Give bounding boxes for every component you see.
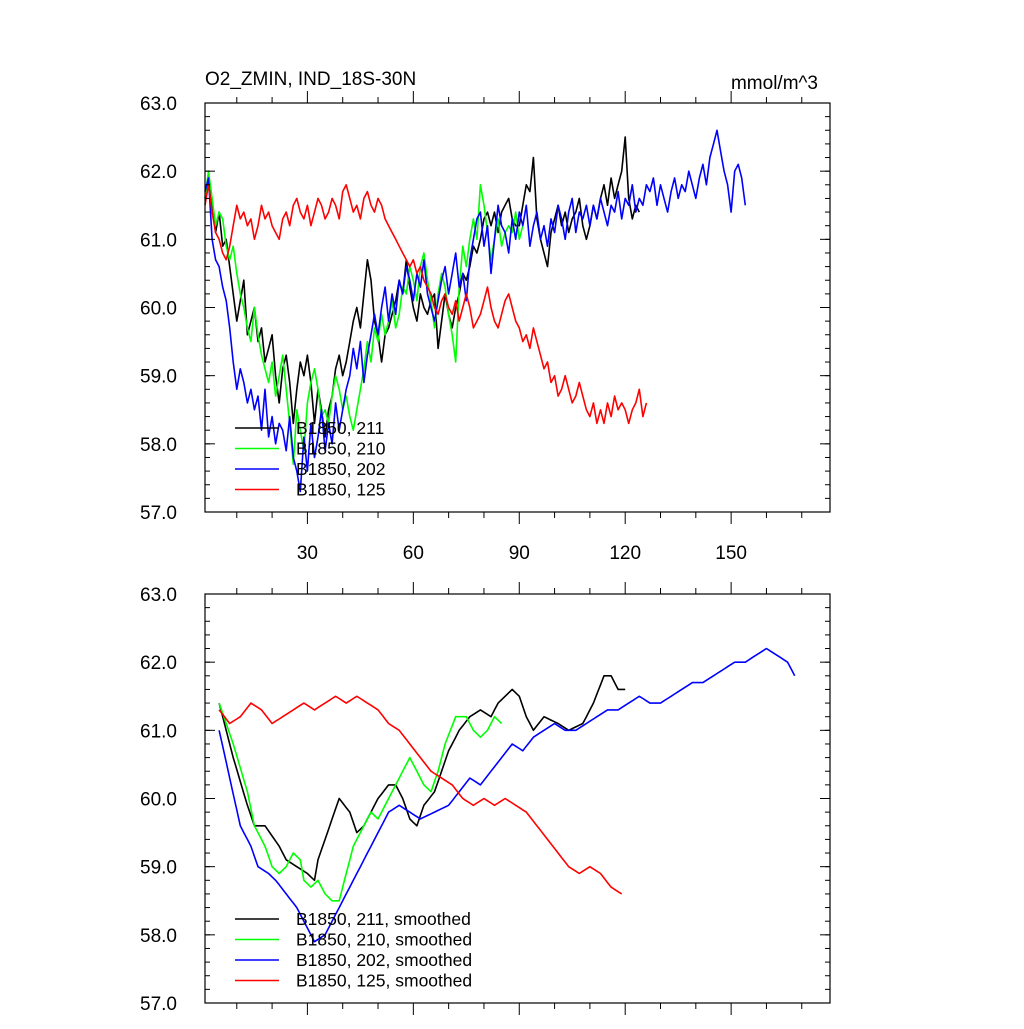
legend-label-3: B1850, 125 bbox=[296, 480, 386, 500]
series-line-2 bbox=[204, 129, 747, 493]
series-group bbox=[218, 647, 796, 943]
x-tick-label: 150 bbox=[715, 543, 747, 564]
y-tick-label: 62.0 bbox=[140, 162, 177, 183]
y-tick-label: 59.0 bbox=[140, 367, 177, 388]
y-tick-label: 60.0 bbox=[140, 299, 177, 320]
legend-label-1: B1850, 210 bbox=[296, 439, 386, 459]
chart-title: O2_ZMIN, IND_18S-30N bbox=[205, 69, 416, 90]
y-tick-label: 58.0 bbox=[140, 926, 177, 947]
legend-label-2: B1850, 202, smoothed bbox=[296, 950, 472, 970]
legend-label-0: B1850, 211, smoothed bbox=[296, 909, 471, 929]
axes-group: 57.0 58.0 59.0 60.0 61.0 62.0 63.0 30 60 90 120 150 bbox=[140, 91, 831, 564]
legend-label-2: B1850, 202 bbox=[296, 459, 386, 479]
y-tick-label: 63.0 bbox=[140, 94, 177, 115]
legend-label-1: B1850, 210, smoothed bbox=[296, 930, 472, 950]
legend-label-0: B1850, 211 bbox=[296, 418, 384, 438]
y-tick-label: 63.0 bbox=[140, 585, 177, 606]
legend-label-3: B1850, 125, smoothed bbox=[296, 971, 472, 991]
x-tick-label: 90 bbox=[509, 543, 530, 564]
y-tick-label: 57.0 bbox=[140, 994, 177, 1015]
x-tick-label: 30 bbox=[297, 543, 318, 564]
axes-group: 57.0 58.0 59.0 60.0 61.0 62.0 63.0 bbox=[140, 582, 831, 1015]
series-line-2 bbox=[218, 647, 796, 943]
series-line-3 bbox=[218, 695, 623, 895]
y-tick-label: 62.0 bbox=[140, 653, 177, 674]
series-line-0 bbox=[218, 675, 626, 882]
y-tick-label: 58.0 bbox=[140, 435, 177, 456]
series-line-1 bbox=[218, 702, 503, 902]
bottom-panel: 57.0 58.0 59.0 60.0 61.0 62.0 63.0 B1850, 211,… bbox=[140, 582, 831, 1015]
y-tick-label: 59.0 bbox=[140, 858, 177, 879]
y-tick-label: 61.0 bbox=[140, 721, 177, 742]
y-tick-label: 60.0 bbox=[140, 790, 177, 811]
units-label: mmol/m^3 bbox=[731, 73, 818, 94]
top-panel: O2_ZMIN, IND_18S-30N mmol/m^3 57.0 58.0 59… bbox=[140, 69, 831, 564]
y-tick-label: 61.0 bbox=[140, 230, 177, 251]
series-line-3 bbox=[204, 184, 648, 425]
series-group bbox=[204, 129, 747, 493]
x-tick-label: 60 bbox=[403, 543, 424, 564]
y-tick-label: 57.0 bbox=[140, 503, 177, 524]
series-line-0 bbox=[204, 136, 641, 438]
series-line-1 bbox=[204, 170, 524, 466]
x-tick-label: 120 bbox=[609, 543, 641, 564]
